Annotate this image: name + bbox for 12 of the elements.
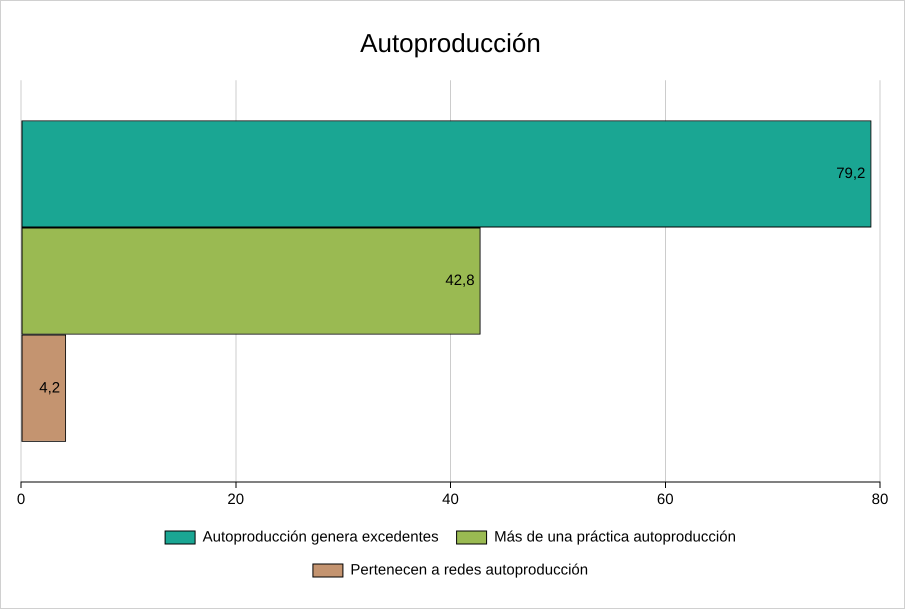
- x-tick-label: 40: [442, 491, 459, 508]
- legend-label: Pertenecen a redes autoproducción: [350, 562, 588, 579]
- legend-label: Autoproducción genera excedentes: [202, 528, 439, 546]
- legend-label: Más de una práctica autoproducción: [494, 528, 736, 546]
- data-label: 79,2: [836, 165, 866, 182]
- chart-title: Autoproducción: [360, 28, 541, 58]
- x-tick-label: 60: [656, 491, 674, 508]
- x-tick-label: 80: [872, 491, 888, 508]
- data-label: 4,2: [39, 379, 60, 396]
- data-label: 42,8: [445, 272, 475, 290]
- x-tick-label: 20: [227, 491, 244, 508]
- x-tick-label: 0: [16, 491, 26, 508]
